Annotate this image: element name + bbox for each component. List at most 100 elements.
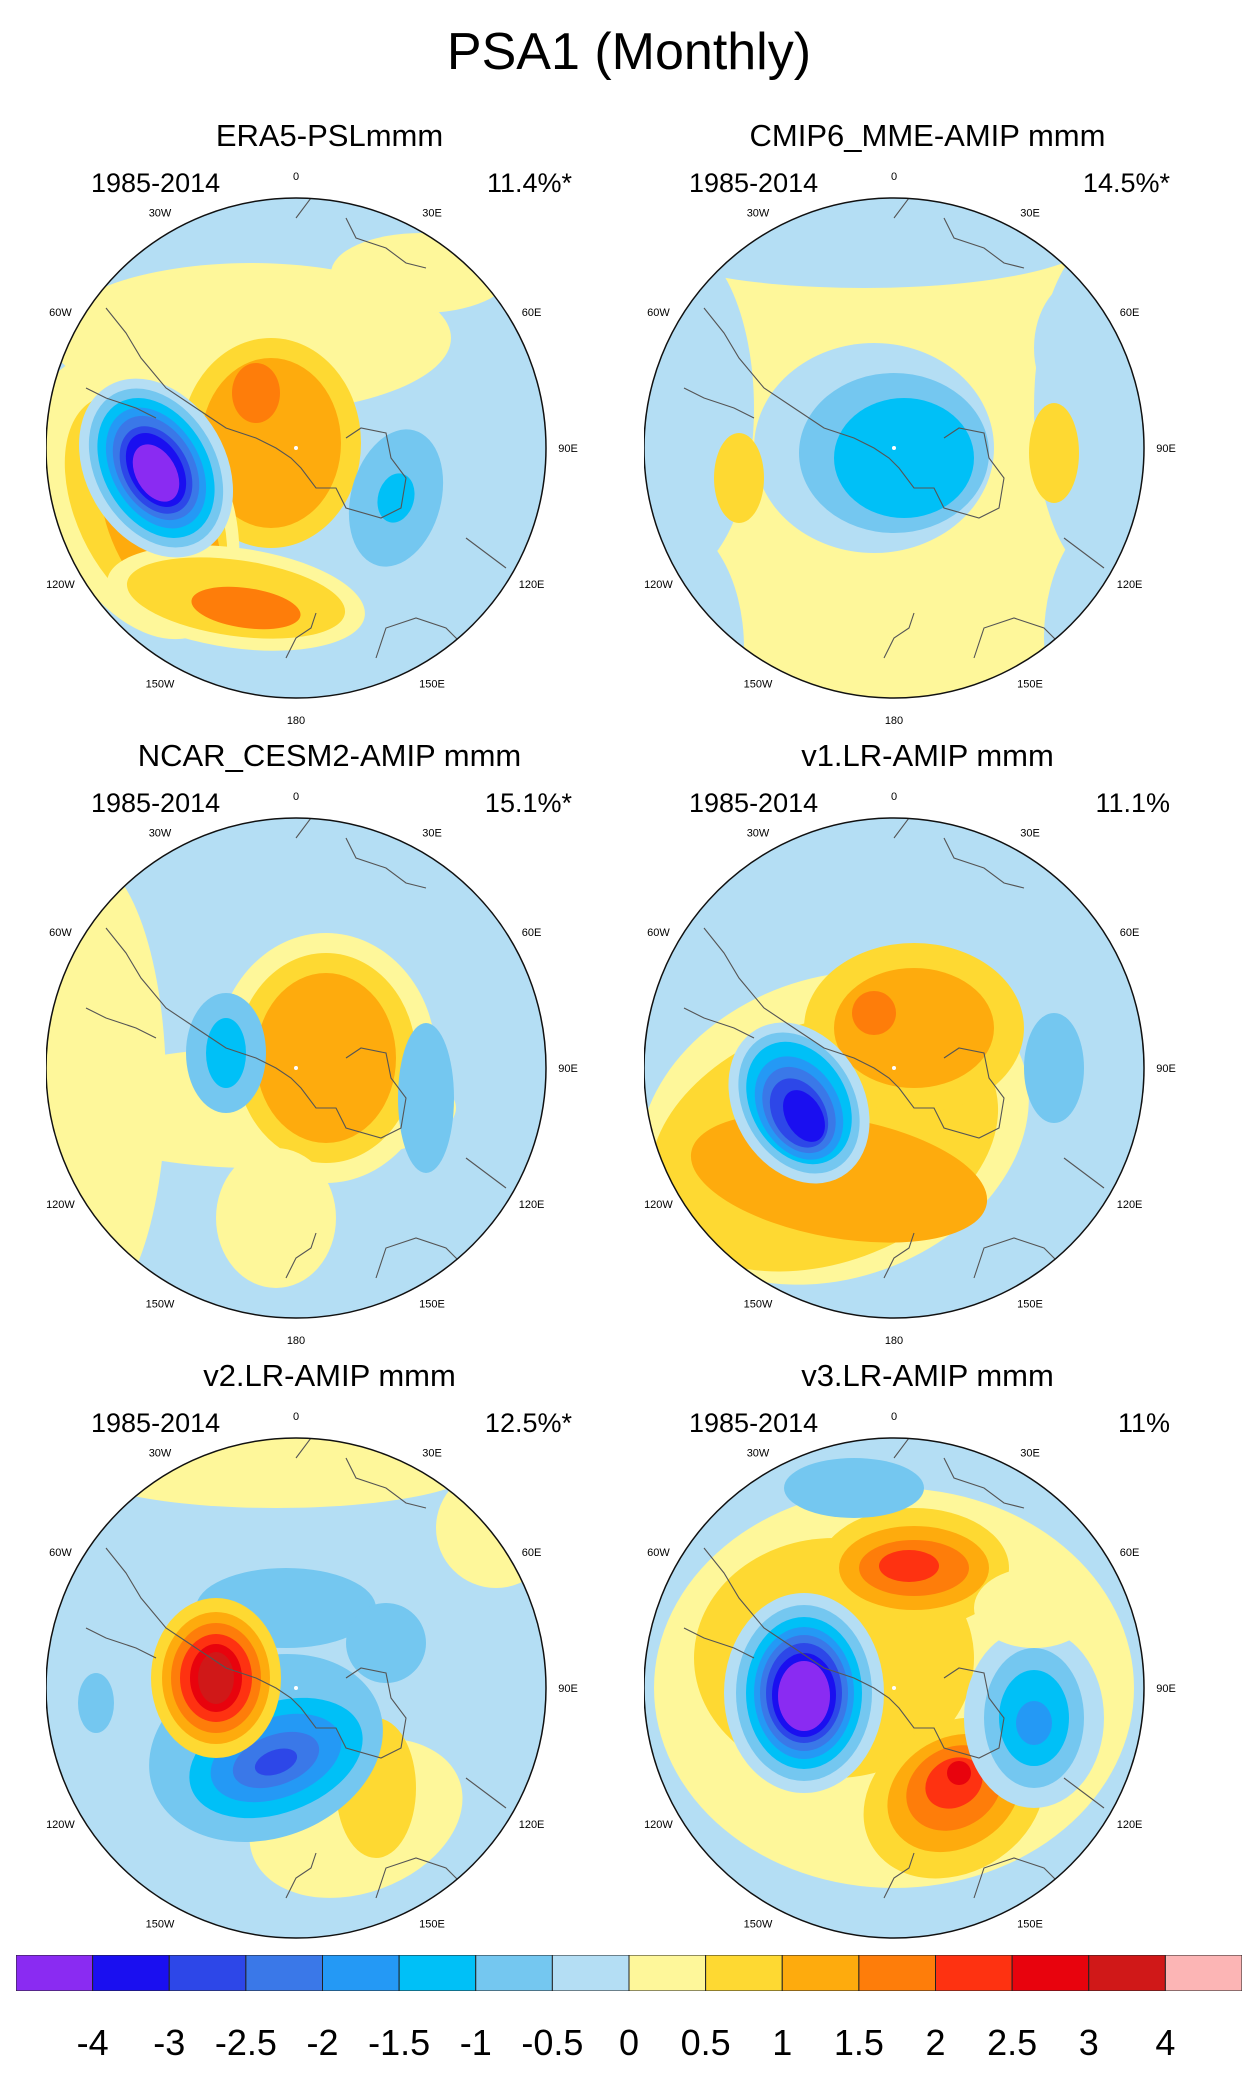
- panel-period: 1985-2014: [91, 168, 221, 198]
- panel-title: ERA5-PSLmmm: [215, 118, 444, 153]
- longitude-label: 30W: [747, 207, 770, 219]
- longitude-label: 60W: [49, 1547, 72, 1559]
- colorbar-box: [705, 1955, 783, 1991]
- panel-period: 1985-2014: [91, 1408, 221, 1438]
- pole-marker: [892, 1066, 896, 1070]
- longitude-label: 60E: [522, 927, 542, 939]
- colorbar-box: [1164, 1955, 1242, 1991]
- map-panel-v3-lr: v3.LR-AMIP mmm 1985-2014 11% 0 30E 60E 90E 1…: [613, 1358, 1242, 1978]
- coastline: [85, 198, 507, 659]
- longitude-label: 60E: [1120, 1547, 1140, 1559]
- colorbar: [16, 1955, 1242, 1991]
- polar-map: 030E60E90E120E150E180150W120W90W60W30W: [644, 1411, 1176, 1967]
- longitude-label: 0: [293, 791, 299, 803]
- polar-map: 030E60E90E120E150E180150W120W90W60W30W: [644, 171, 1176, 727]
- longitude-label: 30E: [1020, 827, 1040, 839]
- longitude-label: 120E: [519, 1199, 545, 1211]
- longitude-label: 30E: [422, 827, 442, 839]
- contour-region: [1029, 403, 1079, 503]
- panel-title: v1.LR-AMIP mmm: [801, 738, 1054, 773]
- coastline: [683, 198, 1105, 659]
- contour-region: [783, 1090, 825, 1142]
- pole-marker: [294, 1686, 298, 1690]
- colorbar-box: [322, 1955, 400, 1991]
- contour-region: [852, 991, 896, 1035]
- map-boundary: [46, 1437, 547, 1939]
- contour-region: [714, 433, 764, 523]
- pole-marker: [294, 1066, 298, 1070]
- map-panel-v2-lr: v2.LR-AMIP mmm 1985-2014 12.5%* 0 30E 60E 9…: [15, 1358, 644, 1978]
- panel-explained-variance: 14.5%*: [1082, 168, 1170, 198]
- colorbar-label: 2: [925, 2022, 946, 2063]
- longitude-label: 60W: [647, 307, 670, 319]
- colorbar-label: 1: [772, 2022, 793, 2063]
- pole-marker: [892, 446, 896, 450]
- colorbar-label: 4: [1155, 2022, 1176, 2063]
- longitude-label: 0: [891, 171, 897, 183]
- panel-explained-variance: 12.5%*: [484, 1408, 572, 1438]
- colorbar-label: 0: [618, 2022, 640, 2063]
- colorbar-box: [92, 1955, 170, 1991]
- polar-map: 030E60E90E120E150E180150W120W90W60W30W: [46, 1411, 578, 1967]
- longitude-label: 150E: [419, 679, 445, 691]
- panel-title: v3.LR-AMIP mmm: [801, 1358, 1054, 1393]
- longitude-label: 150W: [146, 679, 175, 691]
- longitude-label: 120E: [1117, 1199, 1143, 1211]
- panel-explained-variance: 11.4%*: [486, 168, 572, 198]
- longitude-label: 60E: [522, 307, 542, 319]
- colorbar-box: [1088, 1955, 1166, 1991]
- contour-region: [644, 238, 754, 578]
- longitude-label: 60W: [49, 307, 72, 319]
- longitude-label: 30E: [1020, 207, 1040, 219]
- colorbar-box: [935, 1955, 1013, 1991]
- longitude-label: 90E: [1156, 1063, 1176, 1075]
- contour-region: [346, 1603, 426, 1683]
- longitude-label: 180: [287, 715, 305, 727]
- colorbar-box: [398, 1955, 477, 1991]
- longitude-label: 120W: [644, 1819, 673, 1831]
- colorbar-label: -3: [153, 2022, 186, 2063]
- panel-period: 1985-2014: [689, 1408, 819, 1438]
- longitude-label: 180: [885, 715, 903, 727]
- longitude-label: 150E: [1017, 1919, 1043, 1931]
- longitude-label: 0: [891, 791, 897, 803]
- colorbar-box: [781, 1955, 860, 1991]
- longitude-label: 120E: [519, 1819, 545, 1831]
- longitude-label: 30W: [149, 207, 172, 219]
- figure-title: PSA1 (Monthly): [446, 23, 812, 81]
- longitude-label: 150W: [744, 679, 773, 691]
- longitude-label: 30E: [422, 1447, 442, 1459]
- longitude-label: 60W: [49, 927, 72, 939]
- map-boundary: [644, 197, 1145, 699]
- polar-map: 030E60E90E120E150E180150W120W90W60W30W: [644, 791, 1176, 1347]
- polar-map: 030E60E90E120E150E180150W120W90W60W30W: [46, 171, 578, 727]
- colorbar-box: [16, 1955, 94, 1991]
- colorbar-box: [858, 1955, 936, 1991]
- contour-region: [377, 473, 415, 523]
- contour-region: [879, 1550, 939, 1582]
- panel-period: 1985-2014: [689, 168, 819, 198]
- longitude-label: 120W: [46, 1199, 75, 1211]
- colorbar-label: 1.5: [833, 2022, 884, 2063]
- map-boundary: [46, 197, 547, 699]
- contour-region: [256, 973, 396, 1143]
- longitude-label: 120E: [519, 579, 545, 591]
- longitude-label: 150W: [146, 1299, 175, 1311]
- colorbar-box: [1011, 1955, 1090, 1991]
- longitude-label: 30E: [1020, 1447, 1040, 1459]
- map-panel-ncar-cesm2: NCAR_CESM2-AMIP mmm 1985-2014 15.1%* 0 30…: [15, 738, 644, 1358]
- coastline: [683, 818, 1105, 1279]
- longitude-label: 180: [287, 1335, 305, 1347]
- contour-region: [436, 1468, 546, 1588]
- contour-region: [198, 1652, 234, 1704]
- panel-explained-variance: 11.1%: [1095, 788, 1170, 818]
- longitude-label: 30W: [747, 827, 770, 839]
- longitude-label: 150W: [146, 1919, 175, 1931]
- colorbar-label: -2: [306, 2022, 339, 2063]
- longitude-label: 90E: [558, 443, 578, 455]
- contour-region: [1034, 278, 1134, 418]
- colorbar-box: [551, 1955, 630, 1991]
- longitude-label: 150W: [744, 1299, 773, 1311]
- longitude-label: 30E: [422, 207, 442, 219]
- longitude-label: 60E: [1120, 927, 1140, 939]
